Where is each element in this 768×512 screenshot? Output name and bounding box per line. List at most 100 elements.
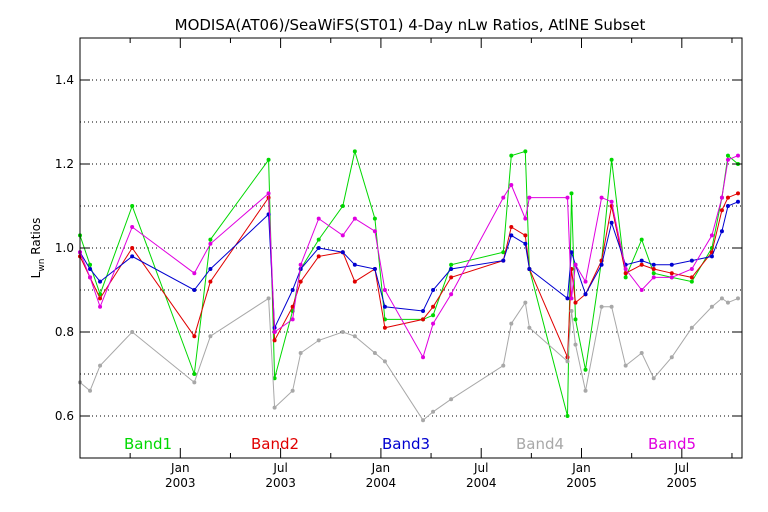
x-tick-year-label: 2004 xyxy=(366,476,397,490)
y-tick-label: 0.8 xyxy=(55,325,74,339)
data-point xyxy=(431,304,436,309)
y-tick-label: 0.6 xyxy=(55,409,74,423)
data-point xyxy=(583,292,588,297)
legend-label-band2: Band2 xyxy=(251,435,299,453)
data-point xyxy=(651,275,656,280)
data-point xyxy=(352,262,357,267)
data-point xyxy=(340,233,345,238)
data-point xyxy=(501,363,506,368)
data-point xyxy=(340,204,345,208)
data-point xyxy=(651,262,656,267)
data-point xyxy=(298,279,303,284)
data-point xyxy=(689,279,694,284)
data-point xyxy=(272,376,277,381)
data-point xyxy=(573,342,578,347)
data-point xyxy=(735,191,740,196)
data-point xyxy=(709,233,714,238)
data-point xyxy=(565,195,570,200)
data-point xyxy=(583,279,588,284)
data-point xyxy=(192,271,197,276)
data-point xyxy=(130,246,135,250)
data-point xyxy=(623,267,628,271)
data-point xyxy=(272,405,277,410)
data-point xyxy=(651,267,656,271)
y-tick-label: 1.2 xyxy=(55,157,74,171)
data-point xyxy=(609,199,614,204)
axes: 0.60.81.01.21.4Jan2003Jul2003Jan2004Jul2… xyxy=(55,38,742,490)
data-point xyxy=(735,199,740,204)
data-point xyxy=(501,258,506,263)
data-point xyxy=(651,271,656,276)
data-point xyxy=(669,262,674,267)
data-point xyxy=(623,363,628,368)
data-point xyxy=(352,334,357,339)
data-point xyxy=(372,351,377,355)
data-point xyxy=(449,267,454,271)
data-point xyxy=(431,409,436,414)
x-tick-year-label: 2003 xyxy=(165,476,196,490)
data-point xyxy=(735,153,740,158)
data-point xyxy=(316,246,321,250)
data-point xyxy=(372,229,377,234)
data-point xyxy=(669,355,674,360)
data-point xyxy=(192,380,197,385)
data-point xyxy=(609,157,614,162)
data-point xyxy=(573,317,578,322)
data-point xyxy=(98,279,103,284)
data-point xyxy=(569,296,574,301)
data-point xyxy=(719,195,724,200)
data-point xyxy=(639,262,644,267)
data-point xyxy=(509,153,514,158)
data-point xyxy=(88,267,93,271)
data-point xyxy=(651,376,656,381)
data-point xyxy=(266,296,271,301)
data-point xyxy=(130,204,135,208)
data-point xyxy=(298,351,303,355)
data-point xyxy=(421,309,426,313)
data-point xyxy=(501,195,506,200)
data-point xyxy=(431,313,436,318)
data-point xyxy=(639,258,644,263)
data-point xyxy=(272,338,277,343)
data-point xyxy=(449,262,454,267)
data-point xyxy=(449,397,454,402)
data-point xyxy=(527,325,532,330)
plot-frame xyxy=(79,37,743,459)
data-point xyxy=(352,149,357,154)
data-point xyxy=(583,388,588,393)
data-point xyxy=(266,191,271,196)
data-point xyxy=(569,309,574,313)
data-point xyxy=(689,258,694,263)
data-point xyxy=(352,216,357,221)
data-point xyxy=(509,321,514,326)
data-point xyxy=(623,275,628,280)
data-point xyxy=(527,267,532,271)
y-label-main: L xyxy=(29,271,43,278)
data-point xyxy=(316,254,321,259)
data-point xyxy=(573,262,578,267)
data-point xyxy=(523,216,528,221)
x-tick-month-label: Jul xyxy=(473,461,488,475)
data-point xyxy=(565,359,570,364)
data-point xyxy=(208,267,213,271)
data-point xyxy=(569,250,574,255)
x-tick-year-label: 2003 xyxy=(265,476,296,490)
data-point xyxy=(372,216,377,221)
data-point xyxy=(208,241,213,246)
data-point xyxy=(509,225,514,229)
data-point xyxy=(431,321,436,326)
series-band2 xyxy=(78,191,740,360)
data-point xyxy=(98,296,103,301)
legend-label-band3: Band3 xyxy=(382,435,430,453)
data-point xyxy=(509,233,514,238)
x-tick-month-label: Jul xyxy=(272,461,287,475)
series-band4 xyxy=(78,296,740,423)
series-line-band3 xyxy=(79,201,739,329)
data-point xyxy=(98,363,103,368)
data-point xyxy=(689,267,694,271)
data-point xyxy=(523,241,528,246)
data-point xyxy=(88,262,93,267)
legend-label-band4: Band4 xyxy=(516,435,564,453)
data-point xyxy=(208,279,213,284)
